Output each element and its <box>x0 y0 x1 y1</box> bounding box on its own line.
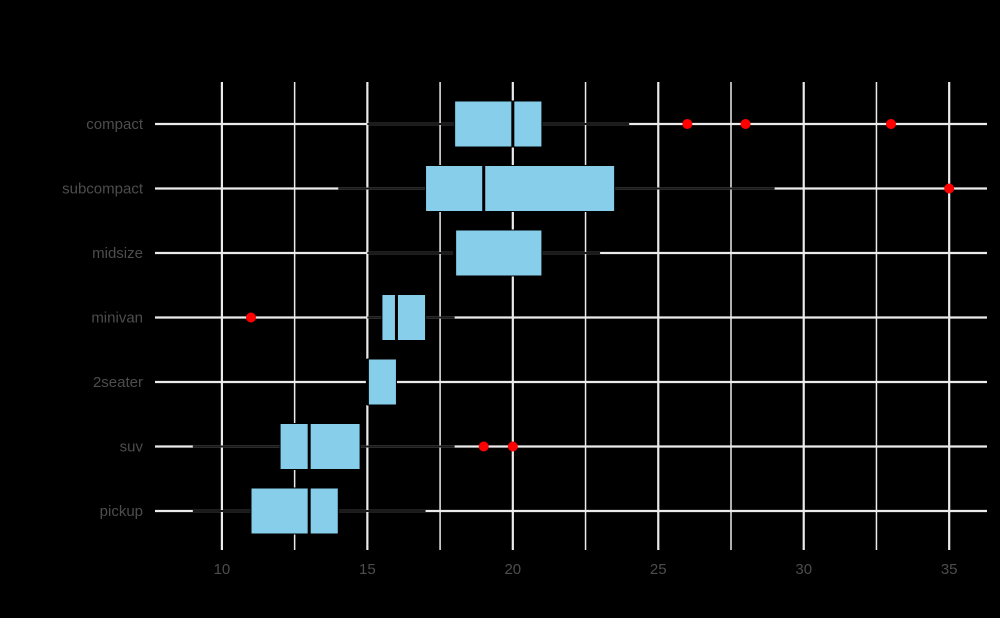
x-tick-label: 25 <box>650 561 667 578</box>
box <box>425 165 616 212</box>
x-tick-label: 35 <box>941 561 958 578</box>
box <box>250 487 339 535</box>
box <box>381 294 427 341</box>
category-label: subcompact <box>62 181 144 198</box>
x-tick-label: 30 <box>795 561 812 578</box>
outlier-point <box>246 312 256 323</box>
category-label: minivan <box>91 310 143 327</box>
box <box>366 358 397 406</box>
outlier-point <box>886 119 896 129</box>
boxes <box>250 100 616 535</box>
category-label: pickup <box>100 503 143 520</box>
box <box>454 229 543 277</box>
box <box>279 423 361 470</box>
outlier-point <box>740 119 751 129</box>
outlier-point <box>682 119 693 129</box>
category-label: midsize <box>92 245 143 262</box>
box <box>454 100 543 148</box>
category-label: suv <box>120 439 144 456</box>
outlier-point <box>944 183 955 194</box>
category-label: compact <box>86 116 144 133</box>
whiskers <box>192 123 775 512</box>
x-tick-label: 20 <box>504 561 521 578</box>
outlier-point <box>478 441 489 452</box>
x-axis-tick-labels: 10 15 20 25 30 35 <box>214 561 958 578</box>
outlier-point <box>507 441 518 452</box>
x-tick-label: 10 <box>214 561 231 578</box>
category-label: 2seater <box>93 374 143 391</box>
outlier-points <box>246 119 955 452</box>
x-tick-label: 15 <box>359 561 376 578</box>
y-axis-labels: compact subcompact midsize minivan 2seater su… <box>62 116 144 520</box>
